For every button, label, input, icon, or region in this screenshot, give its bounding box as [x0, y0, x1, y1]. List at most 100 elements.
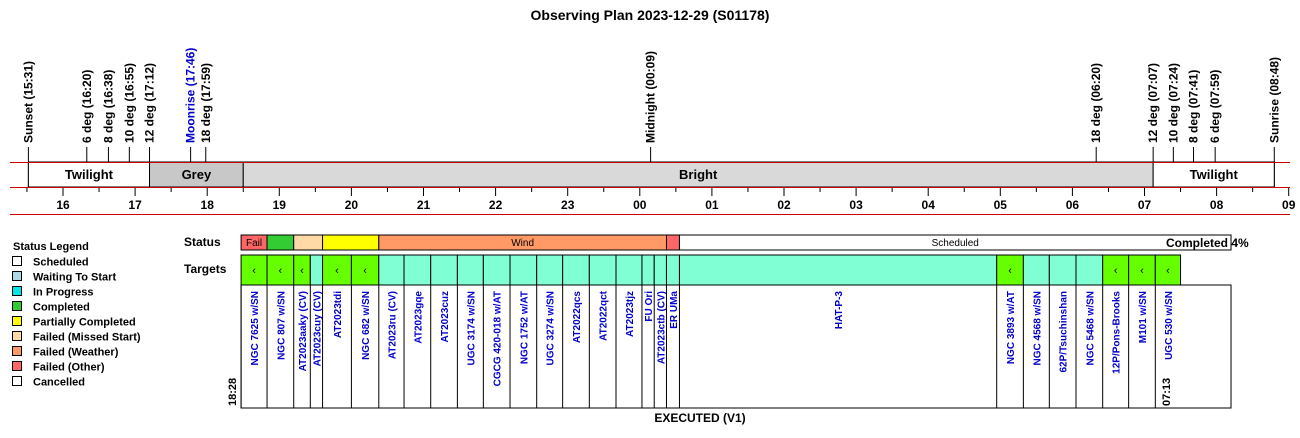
- sky-events: Sunset (15:31) 6 deg (16:20) 8 deg (16:38)…: [21, 48, 1281, 188]
- hour-tick-label: 08: [1210, 198, 1224, 212]
- event-label: 8 deg (16:38): [101, 70, 115, 143]
- legend-item: Waiting To Start: [33, 272, 116, 284]
- legend-item: Cancelled: [33, 377, 85, 389]
- status-segment: [678, 234, 1232, 251]
- target-name: NGC 7625 w/SN: [250, 291, 261, 365]
- target-name: UGC 3274 w/SN: [546, 291, 557, 365]
- legend-swatch: [12, 361, 22, 371]
- event-label: 18 deg (17:59): [199, 63, 213, 143]
- hour-tick-label: 00: [633, 198, 647, 212]
- target-marker: ‹: [1008, 265, 1012, 277]
- hour-tick-label: 23: [561, 198, 575, 212]
- status-segment: [266, 234, 295, 251]
- target-name: HAT-P-3: [834, 291, 845, 330]
- status-segment-label: Scheduled: [932, 238, 979, 249]
- target-block: [482, 254, 511, 286]
- target-names: NGC 7625 w/SN NGC 807 w/SN AT2023aaky (CV)…: [240, 284, 1232, 409]
- legend-item: Partially Completed: [33, 317, 136, 329]
- legend-swatch: [12, 331, 22, 341]
- target-name: 12P/Pons-Brooks: [1112, 291, 1123, 374]
- event-label: 10 deg (07:24): [1166, 63, 1180, 143]
- target-block: [588, 254, 617, 286]
- event-label: 12 deg (07:07): [1146, 63, 1160, 143]
- target-name: AT2023ctb (CV): [656, 291, 667, 364]
- event-label: 18 deg (06:20): [1089, 63, 1103, 143]
- target-marker: ‹: [363, 265, 367, 277]
- target-name: ER UMa: [669, 291, 680, 329]
- target-name: NGC 807 w/SN: [276, 291, 287, 360]
- hour-tick-label: 06: [1066, 198, 1080, 212]
- targets-row-label: Targets: [184, 262, 227, 276]
- event-label: Sunrise (08:48): [1267, 57, 1281, 143]
- hour-tick-label: 21: [417, 198, 431, 212]
- event-label: 6 deg (07:59): [1208, 70, 1222, 143]
- status-segment-label: Wind: [511, 238, 534, 249]
- sky-band: [27, 161, 151, 188]
- target-marker: ‹: [1114, 265, 1118, 277]
- target-name: CGCG 420-018 w/AT: [493, 291, 504, 386]
- target-name: AT2022qcs: [572, 291, 583, 344]
- target-block: [1102, 254, 1130, 286]
- status-legend: Status Legend Scheduled Waiting To Start In…: [12, 241, 141, 389]
- hour-tick-label: 04: [922, 198, 936, 212]
- event-label: 10 deg (16:55): [122, 63, 136, 143]
- legend-swatch: [12, 301, 22, 311]
- target-name: AT2023tjz: [625, 291, 636, 337]
- event-label: Sunset (15:31): [21, 61, 35, 143]
- plan-start-time: 18:28: [227, 378, 239, 406]
- target-block: [1048, 254, 1077, 286]
- legend-item: Scheduled: [33, 257, 89, 269]
- legend-swatch: [12, 271, 22, 281]
- target-block: [430, 254, 458, 286]
- hour-tick-label: 16: [56, 198, 70, 212]
- executed-label: EXECUTED (V1): [654, 411, 745, 425]
- legend-item: Completed: [33, 302, 90, 314]
- hour-tick-label: 07: [1138, 198, 1152, 212]
- target-block: [641, 254, 655, 286]
- hour-tick-label: 22: [489, 198, 503, 212]
- target-block: [653, 254, 667, 286]
- hour-axis: 16 17 18 19 20 21 22 23 00 01 02 03 04 05 06 07 08 09: [10, 188, 1296, 215]
- target-marker: ‹: [279, 265, 283, 277]
- hour-tick-label: 17: [128, 198, 142, 212]
- chart-title: Observing Plan 2023-12-29 (S01178): [531, 7, 770, 23]
- target-name: UGC 3174 w/SN: [466, 291, 477, 365]
- target-name: NGC 682 w/SN: [361, 291, 372, 360]
- legend-item: In Progress: [33, 287, 94, 299]
- target-block: [615, 254, 643, 286]
- target-marker: ‹: [1166, 265, 1170, 277]
- target-block: [403, 254, 432, 286]
- target-name: AT2023cuy (CV): [312, 291, 323, 366]
- targets-row: ‹ ‹ ‹ ‹ ‹ ‹ ‹ ‹ ‹: [240, 254, 1182, 286]
- target-name: AT2022qct: [599, 290, 610, 341]
- target-block: [562, 254, 590, 286]
- legend-swatch: [12, 346, 22, 356]
- sky-band-label: Grey: [182, 167, 212, 182]
- status-segment: [665, 234, 680, 251]
- target-block: [309, 254, 324, 286]
- target-block: [1075, 254, 1104, 286]
- target-name: UGC 530 w/SN: [1164, 291, 1175, 360]
- target-block: [350, 254, 380, 286]
- target-name: NGC 4568 w/SN: [1032, 291, 1043, 365]
- target-block: [378, 254, 405, 286]
- legend-item: Failed (Missed Start): [33, 332, 141, 344]
- sky-bands: Twilight Grey Bright Twilight: [10, 161, 1290, 188]
- legend-swatch: [12, 316, 22, 326]
- event-label: 6 deg (16:20): [80, 70, 94, 143]
- target-name: FU Ori: [644, 291, 655, 322]
- target-block: [678, 254, 998, 286]
- target-block: [509, 254, 538, 286]
- legend-swatch: [12, 376, 22, 386]
- target-block: [1022, 254, 1050, 286]
- hour-tick-label: 01: [705, 198, 719, 212]
- target-name: AT2023aaky (CV): [298, 291, 309, 371]
- hour-tick-label: 02: [777, 198, 791, 212]
- sky-band-label: Twilight: [1190, 167, 1239, 182]
- sky-band: [149, 161, 244, 188]
- target-marker: ‹: [335, 265, 339, 277]
- status-row: Fail Wind Scheduled: [240, 234, 1232, 251]
- target-block: [665, 254, 680, 286]
- hour-tick-label: 09: [1282, 198, 1296, 212]
